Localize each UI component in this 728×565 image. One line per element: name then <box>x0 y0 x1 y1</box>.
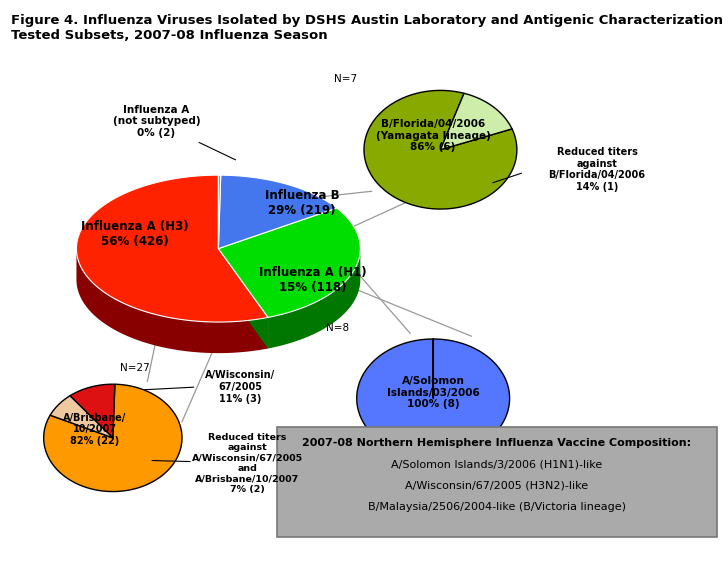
Polygon shape <box>218 208 360 318</box>
Polygon shape <box>218 175 221 249</box>
Polygon shape <box>70 384 115 438</box>
Text: N=7: N=7 <box>333 74 357 84</box>
Text: Tested Subsets, 2007-08 Influenza Season: Tested Subsets, 2007-08 Influenza Season <box>11 29 328 42</box>
Text: Influenza A (H1)
15% (118): Influenza A (H1) 15% (118) <box>259 266 367 294</box>
Text: N=27: N=27 <box>120 363 150 373</box>
Polygon shape <box>364 90 517 209</box>
Polygon shape <box>268 249 360 349</box>
Polygon shape <box>76 248 268 353</box>
Polygon shape <box>357 339 510 458</box>
Text: Reduced titers
against
A/Wisconsin/67/2005
and
A/Brisbane/10/2007
7% (2): Reduced titers against A/Wisconsin/67/20… <box>192 433 303 494</box>
Text: B/Florida/04/2006
(Yamagata lineage)
86% (6): B/Florida/04/2006 (Yamagata lineage) 86%… <box>376 119 491 152</box>
Text: A/Wisconsin/
67/2005
11% (3): A/Wisconsin/ 67/2005 11% (3) <box>205 371 275 403</box>
Text: Influenza B
29% (219): Influenza B 29% (219) <box>265 189 339 218</box>
Text: 2007-08 Northern Hemisphere Influenza Vaccine Composition:: 2007-08 Northern Hemisphere Influenza Va… <box>302 438 692 448</box>
Text: A/Solomon
Islands/03/2006
100% (8): A/Solomon Islands/03/2006 100% (8) <box>387 376 480 409</box>
Text: A/Brisbane/
10/2007
82% (22): A/Brisbane/ 10/2007 82% (22) <box>63 413 126 446</box>
Polygon shape <box>218 175 337 249</box>
Polygon shape <box>50 396 113 438</box>
Polygon shape <box>76 175 268 322</box>
Text: Figure 4. Influenza Viruses Isolated by DSHS Austin Laboratory and Antigenic Cha: Figure 4. Influenza Viruses Isolated by … <box>11 14 728 27</box>
Polygon shape <box>44 384 182 492</box>
Text: N=8: N=8 <box>326 323 349 333</box>
Polygon shape <box>218 249 268 349</box>
Polygon shape <box>218 249 268 349</box>
Text: Influenza A (H3)
56% (426): Influenza A (H3) 56% (426) <box>81 220 189 249</box>
Text: B/Malaysia/2506/2004-like (B/Victoria lineage): B/Malaysia/2506/2004-like (B/Victoria li… <box>368 502 626 512</box>
Polygon shape <box>440 93 512 150</box>
FancyBboxPatch shape <box>277 427 717 537</box>
Text: A/Wisconsin/67/2005 (H3N2)-like: A/Wisconsin/67/2005 (H3N2)-like <box>405 481 588 491</box>
Text: Reduced titers
against
B/Florida/04/2006
14% (1): Reduced titers against B/Florida/04/2006… <box>548 147 646 192</box>
Text: Influenza A
(not subtyped)
0% (2): Influenza A (not subtyped) 0% (2) <box>113 105 200 138</box>
Text: A/Solomon Islands/3/2006 (H1N1)-like: A/Solomon Islands/3/2006 (H1N1)-like <box>391 459 603 470</box>
